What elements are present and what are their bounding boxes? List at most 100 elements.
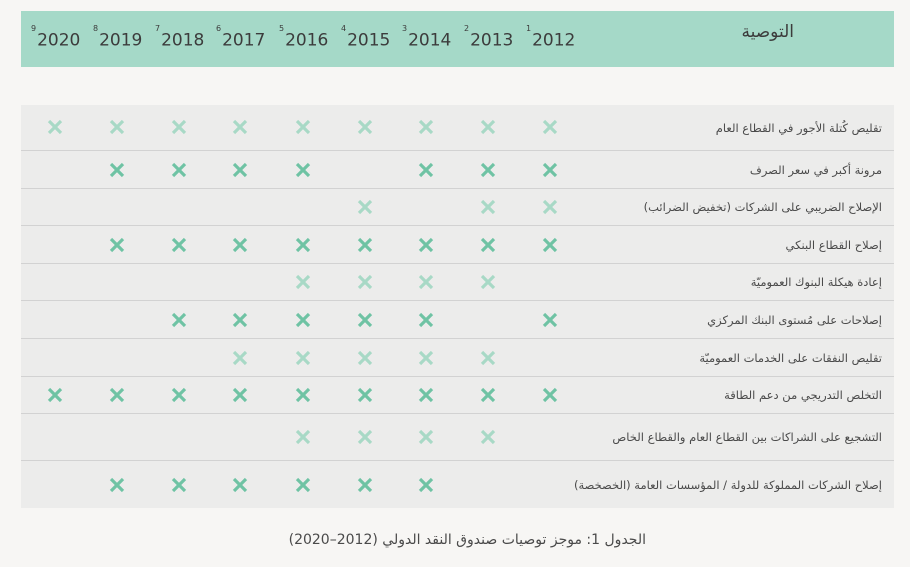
cross-mark-icon [542,312,558,327]
recommendation-label: تقليص النفقات على الخدمات العموميّة [699,350,882,365]
cross-mark-icon [542,387,558,403]
cross-mark-icon [542,119,558,134]
recommendation-label: إصلاح الشركات المملوكة للدولة / المؤسسات… [574,477,882,492]
cross-mark-icon [357,312,373,327]
cross-mark-icon [109,477,125,492]
table-row: إصلاح الشركات المملوكة للدولة / المؤسسات… [21,460,894,508]
cross-mark-icon [232,162,248,177]
recommendation-label: الإصلاح الضريبي على الشركات (تخفيض الضرا… [643,200,882,214]
recommendation-column-header: التوصية [741,22,795,42]
year-label: 2015 [347,30,391,51]
year-label: 2014 [408,30,452,51]
cross-mark-icon [357,387,373,403]
year-header-2012: 12012 [526,11,575,67]
year-header-2014: 32014 [402,11,451,67]
cross-mark-icon [47,119,63,134]
cross-mark-icon [418,350,434,365]
cross-mark-icon [480,162,496,177]
cross-mark-icon [295,312,311,327]
cross-mark-icon [542,237,558,252]
cross-mark-icon [295,274,311,290]
cross-mark-icon [418,477,434,492]
cross-mark-icon [357,199,373,215]
cross-mark-icon [232,477,248,492]
recommendation-label: إعادة هيكلة البنوك العموميّة [750,275,882,289]
year-header-2013: 22013 [464,11,513,67]
footnote-marker: 8 [93,24,99,33]
cross-mark-icon [418,387,434,403]
cross-mark-icon [480,429,496,445]
year-label: 2019 [99,30,143,51]
table-row: التشجيع على الشراكات بين القطاع العام وا… [21,413,894,460]
cross-mark-icon [480,119,496,134]
caption-text: الجدول 1: موجز توصيات صندوق النقد الدولي… [288,532,646,548]
cross-mark-icon [418,274,434,290]
footnote-marker: 7 [155,24,161,33]
cross-mark-icon [357,237,373,252]
cross-mark-icon [480,387,496,403]
recommendation-label: مرونة أكبر في سعر الصرف [749,162,882,177]
cross-mark-icon [480,274,496,290]
cross-mark-icon [109,162,125,177]
recommendation-label: إصلاح القطاع البنكي [785,237,882,252]
footnote-marker: 5 [279,24,285,33]
cross-mark-icon [232,350,248,365]
year-label: 2020 [37,30,81,51]
cross-mark-icon [480,350,496,365]
cross-mark-icon [295,119,311,134]
cross-mark-icon [232,312,248,327]
recommendations-table: التوصية 12012 22013 32014 42015 52016 62017 72… [21,11,894,508]
cross-mark-icon [357,429,373,445]
recommendation-label: تقليص كُتلة الأجور في القطاع العام [715,120,882,135]
cross-mark-icon [232,387,248,403]
cross-mark-icon [480,199,496,215]
cross-mark-icon [295,162,311,177]
cross-mark-icon [480,237,496,252]
cross-mark-icon [418,237,434,252]
cross-mark-icon [542,162,558,177]
table-body: تقليص كُتلة الأجور في القطاع العام مرونة … [21,105,894,508]
table-row: تقليص كُتلة الأجور في القطاع العام [21,105,894,150]
year-header-2015: 42015 [341,11,390,67]
cross-mark-icon [357,350,373,365]
cross-mark-icon [295,429,311,445]
recommendation-label: التشجيع على الشراكات بين القطاع العام وا… [612,430,882,444]
cross-mark-icon [418,119,434,134]
year-label: 2018 [161,30,205,51]
cross-mark-icon [357,119,373,134]
cross-mark-icon [295,387,311,403]
table-row: مرونة أكبر في سعر الصرف [21,150,894,188]
table-header: التوصية 12012 22013 32014 42015 52016 62017 72… [21,11,894,67]
year-header-2019: 82019 [93,11,142,67]
cross-mark-icon [418,312,434,327]
year-label: 2017 [222,30,266,51]
cross-mark-icon [109,119,125,134]
cross-mark-icon [109,387,125,403]
table-row: إصلاحات على مُستوى البنك المركزي [21,300,894,338]
year-label: 2012 [532,30,576,51]
footnote-marker: 6 [216,24,222,33]
cross-mark-icon [357,477,373,492]
cross-mark-icon [418,162,434,177]
cross-mark-icon [109,237,125,252]
cross-mark-icon [295,477,311,492]
cross-mark-icon [295,350,311,365]
recommendation-label: إصلاحات على مُستوى البنك المركزي [707,312,882,327]
cross-mark-icon [418,429,434,445]
cross-mark-icon [171,119,187,134]
footnote-marker: 4 [341,24,347,33]
year-label: 2013 [470,30,514,51]
footnote-marker: 9 [31,24,37,33]
cross-mark-icon [295,237,311,252]
table-row: الإصلاح الضريبي على الشركات (تخفيض الضرا… [21,188,894,225]
footnote-marker: 1 [526,24,532,33]
cross-mark-icon [542,199,558,215]
cross-mark-icon [47,387,63,403]
table-row: تقليص النفقات على الخدمات العموميّة [21,338,894,376]
recommendation-label: التخلص التدريجي من دعم الطاقة [724,388,882,402]
cross-mark-icon [171,477,187,492]
year-header-2017: 62017 [216,11,265,67]
cross-mark-icon [171,387,187,403]
table-row: التخلص التدريجي من دعم الطاقة [21,376,894,413]
cross-mark-icon [232,237,248,252]
